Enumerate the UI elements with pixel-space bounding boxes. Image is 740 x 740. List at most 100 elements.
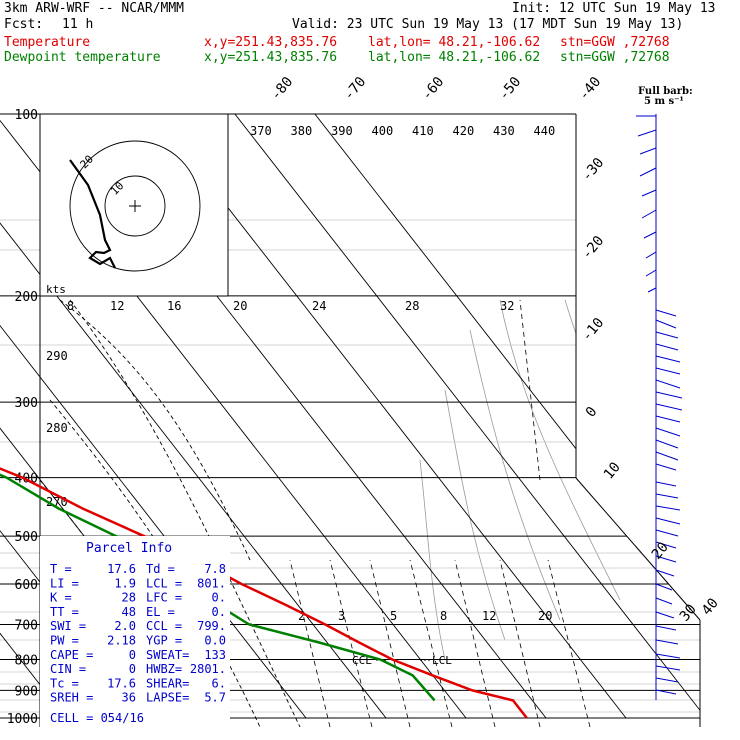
parcel-value: 2.0 [114,619,136,633]
pressure-label: 100 [15,108,38,123]
parcel-key: CCL = [146,619,182,633]
isotherm-label: -60 [419,74,448,104]
hodograph-speed-label: 16 [167,299,181,313]
ccl-marker: CCL [352,654,372,667]
isotherm [0,114,387,719]
hodograph-speed-label: 24 [312,299,326,313]
isotherm-label: -40 [576,74,605,104]
hodograph-speed-label: 20 [233,299,247,313]
barb-note-unit: 5 m s⁻¹ [644,96,684,107]
isotherm-label: -50 [496,74,525,104]
parcel-key: PW = [50,634,79,648]
temperature-latlon: lat,lon= 48.21,-106.62 [368,35,541,50]
parcel-key: CIN = [50,662,86,676]
hodograph-trace [69,159,116,269]
parcel-info-box: Parcel Info T = 17.6 Td = 7.8 LI = 1.9 LCL = 80… [40,536,230,727]
theta-label: 400 [372,124,394,138]
parcel-value: 0. [212,591,226,605]
hodograph-speed-label: 8 [67,299,74,313]
parcel-key: LI = [50,576,79,590]
hodograph-speed-label: 32 [500,299,514,313]
pressure-label: 200 [15,290,38,305]
parcel-key: SWI = [50,619,86,633]
hodograph-speed-label: 12 [110,299,124,313]
theta-label: 370 [250,124,272,138]
parcel-value: 0.0 [204,634,226,648]
theta-label: 430 [493,124,515,138]
parcel-cell: CELL = 054/16 [50,711,144,725]
wind-barbs [636,114,683,700]
init-time: Init: 12 UTC Sun 19 May 13 [512,1,716,16]
parcel-value: 28 [122,591,136,605]
theta-label: 390 [331,124,353,138]
hodograph-speed-scale: 8 12 16 20 24 28 32 [67,299,514,313]
isotherm-label: 10 [601,459,624,482]
temperature-station: stn=GGW ,72768 [560,35,670,50]
isotherm [154,114,627,719]
parcel-key: Tc = [50,676,79,690]
parcel-value: 0 [129,648,136,662]
parcel-key: TT = [50,605,79,619]
parcel-value: 7.8 [204,562,226,576]
theta-labels: 370 380 390 400 410 420 430 440 [250,124,555,138]
model-name: 3km ARW-WRF -- NCAR/MMM [4,1,185,16]
parcel-value: 17.6 [107,562,136,576]
mixing-ratio-label: 8 [440,609,447,623]
valid-time: Valid: 23 UTC Sun 19 May 13 (17 MDT Sun … [292,17,684,32]
parcel-value: 36 [122,691,136,705]
forecast-hour: 11 h [62,17,94,32]
parcel-value: 0. [212,605,226,619]
isotherm-label: -10 [579,315,608,345]
parcel-key: LAPSE= [146,691,189,705]
hodograph: 20 10 kts [39,113,229,297]
forecast-label: Fcst: [4,17,44,32]
dewpoint-legend: Dewpoint temperature [4,50,161,65]
parcel-key: SHEAR= [146,676,189,690]
pressure-label: 300 [15,396,38,411]
mixing-ratio-labels: 2 3 5 8 12 20 [298,609,552,623]
lcl-marker: LCL [432,654,452,667]
parcel-value: 2801. [190,662,226,676]
mixing-ratio-label: 2 [298,609,305,623]
mixing-ratio-label: 5 [390,609,397,623]
theta-label: 380 [291,124,313,138]
parcel-key: T = [50,562,72,576]
dewpoint-station: stn=GGW ,72768 [560,50,670,65]
barb-note: Full barb: [638,86,693,97]
parcel-value: 2.18 [107,634,136,648]
parcel-key: YGP = [146,634,182,648]
mixing-ratio-label: 3 [338,609,345,623]
isotherm-label: 40 [699,595,722,618]
dewpoint-latlon: lat,lon= 48.21,-106.62 [368,50,541,65]
parcel-value: 6. [212,676,226,690]
isotherm [234,114,700,719]
isotherm-label: -80 [268,74,297,104]
pressure-label: 700 [15,618,38,633]
pressure-label: 800 [15,653,38,668]
parcel-key: CAPE = [50,648,93,662]
isotherm-label: 30 [677,601,700,624]
pressure-label: 900 [15,684,38,699]
parcel-value: 801. [197,576,226,590]
parcel-value: 5.7 [204,691,226,705]
hodograph-speed-label: 28 [405,299,419,313]
isotherm-label: -70 [341,74,370,104]
parcel-key: SWEAT= [146,648,189,662]
parcel-value: 17.6 [107,676,136,690]
parcel-value: 1.9 [114,576,136,590]
mixing-ratio-label: 12 [482,609,496,623]
isotherm-label: -20 [579,233,608,263]
parcel-key: EL = [146,605,175,619]
theta-label: 410 [412,124,434,138]
isotherm-label: -30 [579,155,608,185]
dewpoint-xy: x,y=251.43,835.76 [204,50,338,65]
temperature-profile [0,467,528,719]
isotherm-label: 0 [583,404,601,421]
parcel-value: 799. [197,619,226,633]
parcel-value: 0 [129,662,136,676]
parcel-key: HWBZ= [146,662,182,676]
